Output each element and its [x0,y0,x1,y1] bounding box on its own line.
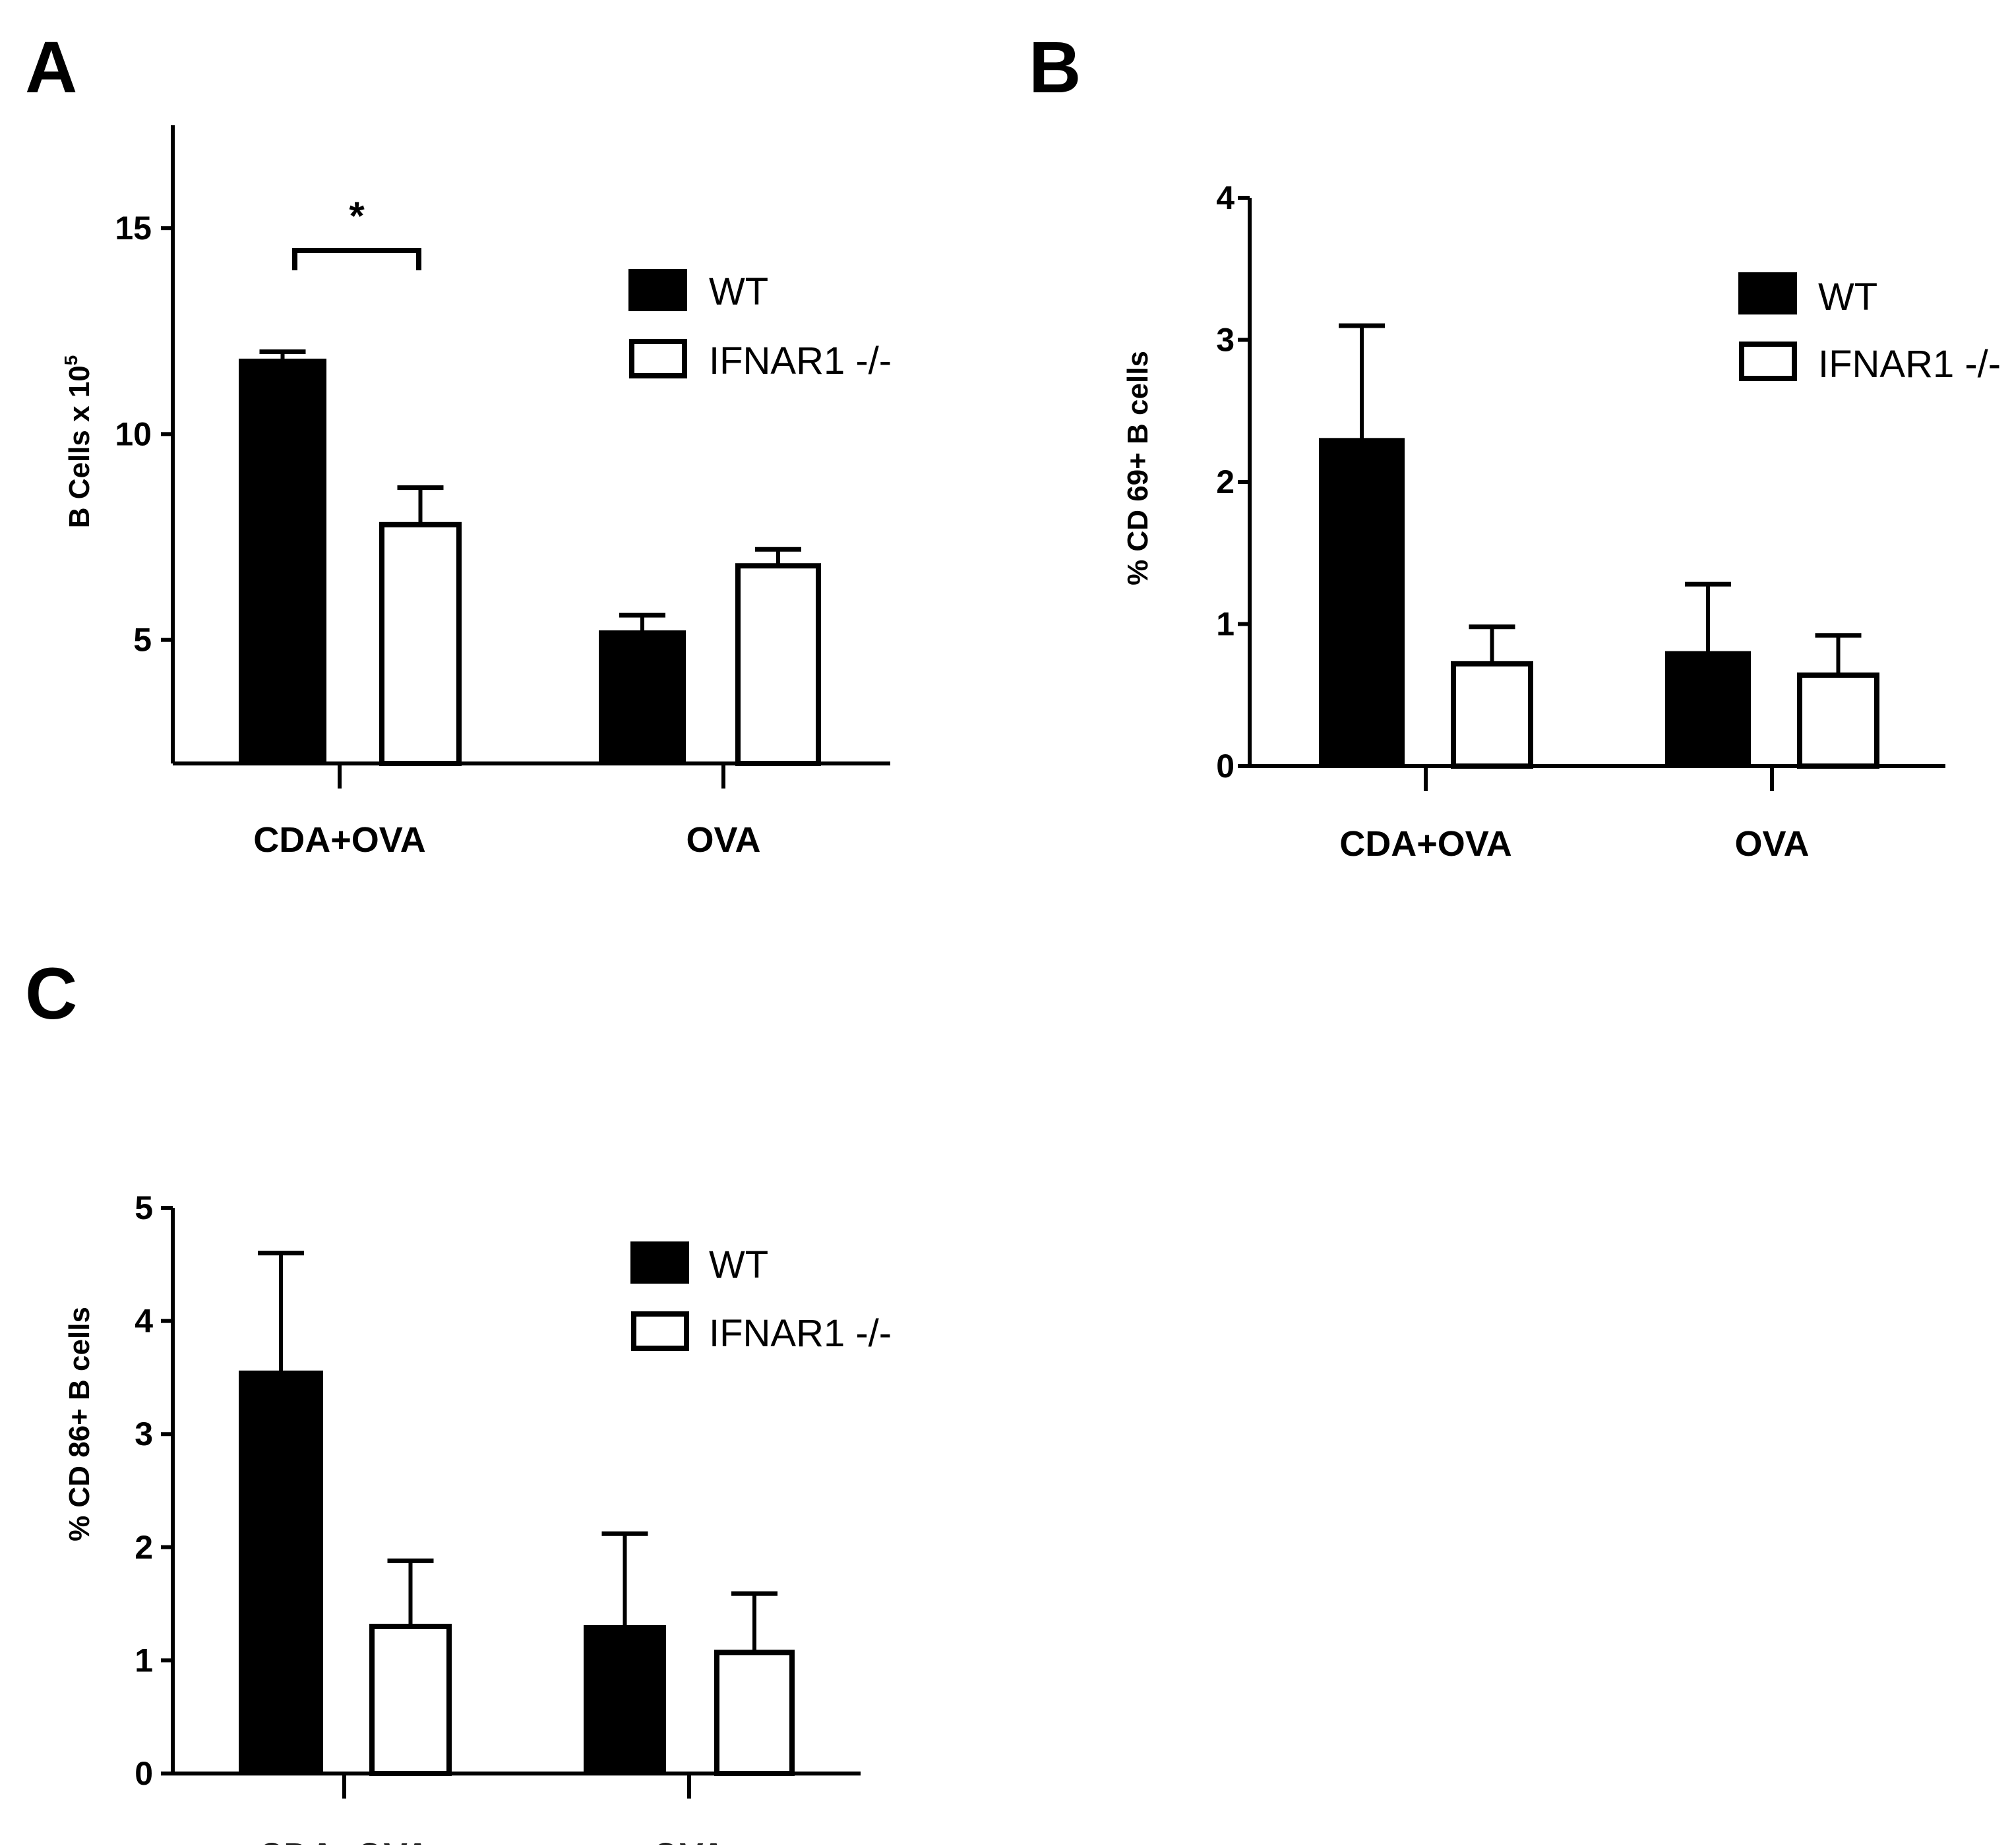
x-tick-label: OVA [686,820,760,860]
y-tick-label: 0 [1216,748,1235,785]
bar-wt [239,1370,323,1775]
legend-label-wt: WT [709,270,768,313]
legend-label-wt: WT [709,1243,768,1286]
legend-swatch-ko [631,1311,689,1351]
panel-b: B 0 1 2 3 4 CDA+OVA OVA % CD 69+ B cells WT IF… [1029,0,2012,897]
bar-ifnar1 [379,522,462,766]
plot-area: 0 1 2 3 4 5 CDA+OVA OVA [135,1189,861,1848]
x-tick-label: OVA [1734,824,1809,864]
legend: WT IFNAR1 -/- [1738,272,2001,386]
bar-wt [599,630,686,765]
legend-label-ko: IFNAR1 -/- [1818,343,2001,386]
plot-area: 5 10 15 CDA+OVA OVA * [115,125,890,860]
legend: WT IFNAR1 -/- [628,269,892,382]
plot-area: 0 1 2 3 4 CDA+OVA OVA [1216,179,1945,864]
y-tick-label: 5 [133,622,152,659]
y-axis-label-group: B Cells x 105 [61,355,96,529]
bar-ifnar1 [1797,672,1879,769]
legend-swatch-wt [628,269,687,311]
x-tick-label: CDA+OVA [253,820,426,860]
bar-wt [239,358,326,765]
x-tick-label: OVA [652,1836,726,1845]
y-tick-label: 3 [1216,322,1235,359]
panel-label: C [25,953,77,1034]
y-tick-label: 1 [135,1642,153,1679]
significance-bracket [292,248,421,270]
legend-swatch-ko [1739,342,1797,381]
y-tick-label: 15 [115,210,152,247]
legend-label-ko: IFNAR1 -/- [709,340,892,382]
y-tick-label: 2 [1216,463,1235,500]
legend-label-ko: IFNAR1 -/- [709,1312,892,1355]
bar-ifnar1 [735,563,821,766]
panel-label: A [25,27,77,108]
panel-a: A 5 10 15 CDA+OVA OVA * B Cells x 105 WT IFNA… [0,0,1002,897]
x-tick-label: CDA+OVA [1339,824,1512,864]
panel-c: C 0 1 2 3 4 5 CDA+OVA OVA % CD 86+ B cells WT I… [0,923,1002,1848]
panel-a-chart: A 5 10 15 CDA+OVA OVA * B Cells x 105 WT IFNA… [25,27,892,860]
panel-c-chart: C 0 1 2 3 4 5 CDA+OVA OVA % CD 86+ B cells WT I… [25,953,892,1848]
y-tick-label: 2 [135,1529,153,1566]
panel-label: B [1029,27,1081,108]
legend-swatch-wt [630,1241,689,1284]
legend-swatch-wt [1738,272,1797,314]
panel-b-chart: B 0 1 2 3 4 CDA+OVA OVA % CD 69+ B cells WT IF… [1029,27,2001,864]
bar-wt [1319,438,1405,767]
bar-ifnar1 [714,1650,795,1776]
bar-wt [584,1624,666,1775]
y-tick-label: 3 [135,1416,153,1452]
y-tick-label: 5 [135,1189,153,1226]
y-axis-label: % CD 69+ B cells [1122,351,1154,585]
y-tick-label: 1 [1216,606,1235,643]
y-tick-label: 4 [1216,179,1235,216]
bar-ifnar1 [369,1623,452,1777]
bar-ifnar1 [1451,661,1533,769]
y-tick-label: 4 [135,1303,153,1340]
x-tick-label: CDA+OVA [258,1836,431,1845]
y-axis-label-group: % CD 86+ B cells [63,1307,96,1541]
significance-star: * [349,194,365,238]
y-tick-label: 10 [115,415,152,452]
legend-label-wt: WT [1818,276,1877,318]
y-tick-label: 0 [135,1755,153,1792]
y-axis-label-group: % CD 69+ B cells [1122,351,1154,585]
y-axis-label: B Cells x 105 [61,355,96,529]
bar-wt [1665,651,1751,767]
y-axis-label: % CD 86+ B cells [63,1307,96,1541]
legend: WT IFNAR1 -/- [630,1241,892,1355]
legend-swatch-ko [629,339,687,378]
